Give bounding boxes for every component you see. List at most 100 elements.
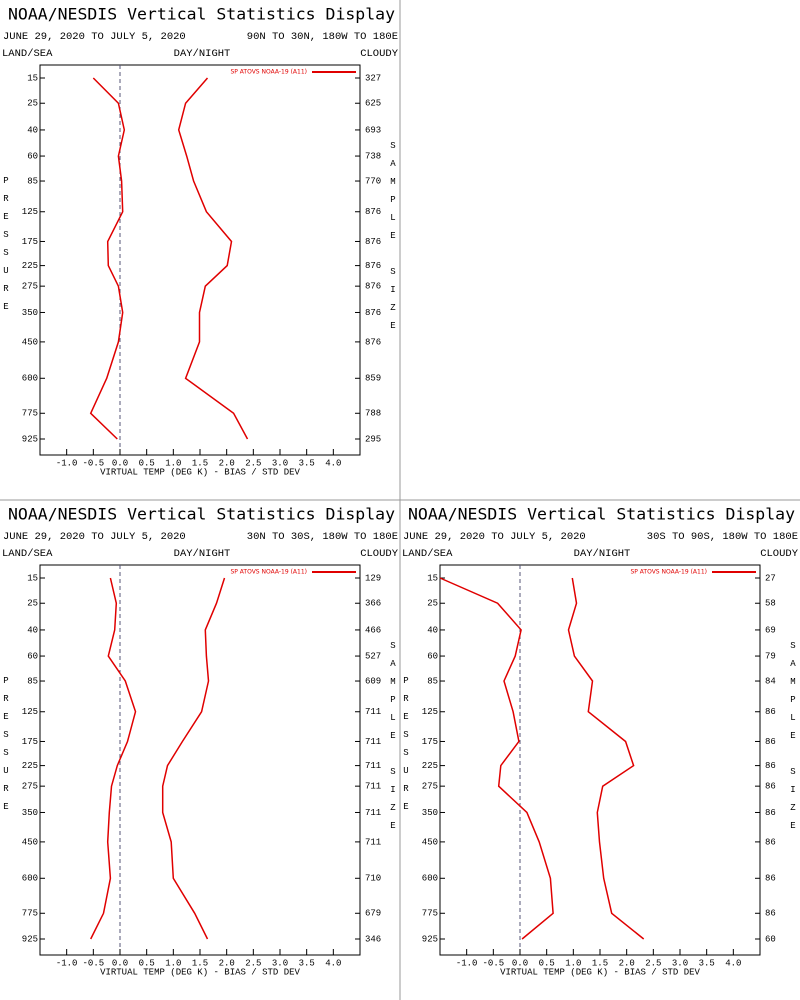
x-tick-label: 0.5 <box>139 458 155 468</box>
x-tick-label: 1.5 <box>192 458 208 468</box>
pressure-label: 125 <box>422 707 438 717</box>
date-range: JUNE 29, 2020 TO JULY 5, 2020 <box>3 531 186 543</box>
pressure-label: 925 <box>22 934 38 944</box>
pressure-label: 600 <box>422 874 438 884</box>
x-tick-label: -0.5 <box>483 958 505 968</box>
x-tick-label: 2.5 <box>245 958 261 968</box>
x-tick-label: -0.5 <box>83 958 105 968</box>
sample-size: 711 <box>365 761 381 771</box>
pressure-label: 225 <box>22 761 38 771</box>
x-tick-label: 1.0 <box>165 958 181 968</box>
pressure-label: 85 <box>427 676 438 686</box>
pressure-label: 600 <box>22 374 38 384</box>
sample-size: 876 <box>365 237 381 247</box>
sample-size: 679 <box>365 909 381 919</box>
sample-size: 711 <box>365 837 381 847</box>
pressure-label: 60 <box>27 651 38 661</box>
pressure-label: 15 <box>427 573 438 583</box>
pressure-label: 40 <box>27 625 38 635</box>
sample-size: 876 <box>365 261 381 271</box>
pressure-label: 40 <box>27 125 38 135</box>
sample-size: 79 <box>765 651 776 661</box>
x-tick-label: 1.5 <box>592 958 608 968</box>
sample-size: 84 <box>765 676 776 686</box>
x-tick-label: 3.5 <box>299 458 315 468</box>
legend-label: SP ATOVS NOAA-19 (A11) <box>230 569 307 576</box>
x-tick-label: 2.0 <box>219 458 235 468</box>
chart-panel: NOAA/NESDIS Vertical Statistics Display J… <box>2 505 399 978</box>
pressure-label: 600 <box>22 874 38 884</box>
land-sea-label: LAND/SEA <box>402 548 453 560</box>
region: 90N TO 30N, 180W TO 180E <box>247 31 398 43</box>
pressure-label: 225 <box>22 261 38 271</box>
sample-size: 876 <box>365 282 381 292</box>
sample-size: 466 <box>365 625 381 635</box>
panel-title: NOAA/NESDIS Vertical Statistics Display <box>408 505 795 524</box>
sample-size: 710 <box>365 874 381 884</box>
pressure-label: 175 <box>22 737 38 747</box>
sample-size: 86 <box>765 909 776 919</box>
chart-panel: NOAA/NESDIS Vertical Statistics Display J… <box>402 505 799 978</box>
plot-frame <box>39 64 361 456</box>
sample-size: 609 <box>365 676 381 686</box>
pressure-label: 225 <box>422 761 438 771</box>
date-range: JUNE 29, 2020 TO JULY 5, 2020 <box>3 31 186 43</box>
bias-line <box>90 577 137 940</box>
x-tick-label: 2.0 <box>219 958 235 968</box>
sample-size: 693 <box>365 125 381 135</box>
sample-size: 859 <box>365 374 381 384</box>
chart-panel: NOAA/NESDIS Vertical Statistics Display J… <box>2 5 399 478</box>
sample-size: 770 <box>365 176 381 186</box>
sample-size: 711 <box>365 737 381 747</box>
x-tick-label: -1.0 <box>56 458 78 468</box>
x-tick-label: 4.0 <box>325 458 341 468</box>
pressure-label: 775 <box>422 909 438 919</box>
x-tick-label: 3.5 <box>699 958 715 968</box>
pressure-label: 350 <box>22 808 38 818</box>
x-tick-label: 4.0 <box>725 958 741 968</box>
sample-size: 788 <box>365 409 381 419</box>
pressure-label: 350 <box>22 308 38 318</box>
sample-size: 86 <box>765 808 776 818</box>
sample-size: 86 <box>765 874 776 884</box>
sample-size: 711 <box>365 808 381 818</box>
panel-title: NOAA/NESDIS Vertical Statistics Display <box>8 5 395 24</box>
land-sea-label: LAND/SEA <box>2 48 53 60</box>
sample-size: 69 <box>765 625 776 635</box>
x-tick-label: -1.0 <box>56 958 78 968</box>
sample-size: 86 <box>765 782 776 792</box>
x-tick-label: 2.0 <box>619 958 635 968</box>
sample-size: 327 <box>365 73 381 83</box>
day-night-label: DAY/NIGHT <box>174 548 231 560</box>
bias-line <box>439 577 554 940</box>
sample-size: 366 <box>365 599 381 609</box>
bias-line <box>89 77 126 440</box>
x-tick-label: 3.0 <box>272 958 288 968</box>
x-axis-label: VIRTUAL TEMP (DEG K) - BIAS / STD DEV <box>100 467 300 477</box>
pressure-label: 775 <box>22 909 38 919</box>
cloud-label: CLOUDY <box>360 48 399 60</box>
x-tick-label: 0.0 <box>112 458 128 468</box>
x-tick-label: -0.5 <box>83 458 105 468</box>
x-tick-label: 0.0 <box>112 958 128 968</box>
sample-size: 876 <box>365 337 381 347</box>
x-tick-label: 1.0 <box>565 958 581 968</box>
region: 30N TO 30S, 180W TO 180E <box>247 531 398 543</box>
x-tick-label: -1.0 <box>456 958 478 968</box>
sample-size: 86 <box>765 837 776 847</box>
pressure-label: 25 <box>27 99 38 109</box>
pressure-label: 25 <box>427 599 438 609</box>
cloud-label: CLOUDY <box>360 548 399 560</box>
pressure-label: 925 <box>422 934 438 944</box>
pressure-label: 15 <box>27 573 38 583</box>
pressure-label: 125 <box>22 707 38 717</box>
sample-size: 625 <box>365 99 381 109</box>
pressure-label: 175 <box>22 237 38 247</box>
plot-frame <box>39 564 361 956</box>
x-tick-label: 1.5 <box>192 958 208 968</box>
